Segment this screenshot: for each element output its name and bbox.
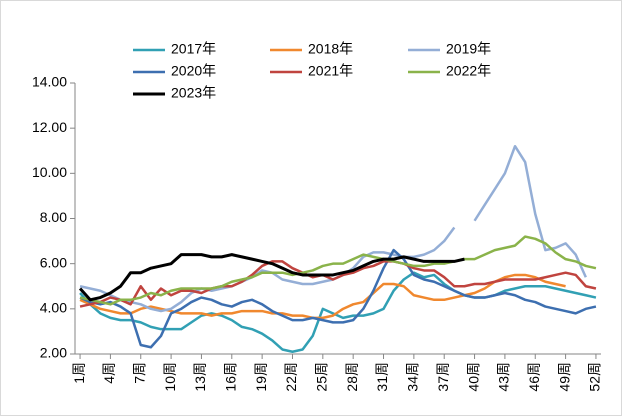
x-tick-label: 40周 xyxy=(465,362,481,392)
legend-label: 2018年 xyxy=(308,41,353,57)
x-tick-label: 46周 xyxy=(526,362,542,392)
y-tick-label: 8.00 xyxy=(40,209,67,225)
legend-label: 2017年 xyxy=(171,41,216,57)
x-tick-label: 4周 xyxy=(101,362,117,384)
legend-label: 2019年 xyxy=(446,41,491,57)
y-tick-label: 4.00 xyxy=(40,300,67,316)
x-tick-label: 49周 xyxy=(556,362,572,392)
x-tick-label: 34周 xyxy=(405,362,421,392)
x-tick-label: 31周 xyxy=(374,362,390,392)
series-line xyxy=(79,248,597,349)
legend-label: 2021年 xyxy=(308,63,353,79)
y-tick-label: 2.00 xyxy=(40,345,67,361)
series-line xyxy=(79,273,566,320)
x-tick-label: 37周 xyxy=(435,362,451,392)
y-tick-label: 6.00 xyxy=(40,254,67,270)
x-tick-label: 52周 xyxy=(587,362,603,392)
x-tick-label: 10周 xyxy=(162,362,178,392)
x-tick-label: 7周 xyxy=(131,362,147,384)
x-tick-label: 28周 xyxy=(344,362,360,392)
legend-label: 2020年 xyxy=(171,63,216,79)
x-tick-label: 19周 xyxy=(253,362,269,392)
x-tick-label: 22周 xyxy=(283,362,299,392)
series-line xyxy=(79,235,597,306)
x-tick-label: 13周 xyxy=(192,362,208,392)
x-tick-label: 1周 xyxy=(71,362,87,384)
y-tick-label: 12.00 xyxy=(32,119,67,135)
y-tick-label: 10.00 xyxy=(32,164,67,180)
legend-label: 2023年 xyxy=(171,85,216,101)
legend-label: 2022年 xyxy=(446,63,491,79)
x-tick-label: 43周 xyxy=(496,362,512,392)
series-line xyxy=(78,253,465,302)
y-tick-label: 14.00 xyxy=(32,74,67,90)
series-line xyxy=(79,271,597,353)
x-tick-label: 16周 xyxy=(222,362,238,392)
x-tick-label: 25周 xyxy=(314,362,330,392)
